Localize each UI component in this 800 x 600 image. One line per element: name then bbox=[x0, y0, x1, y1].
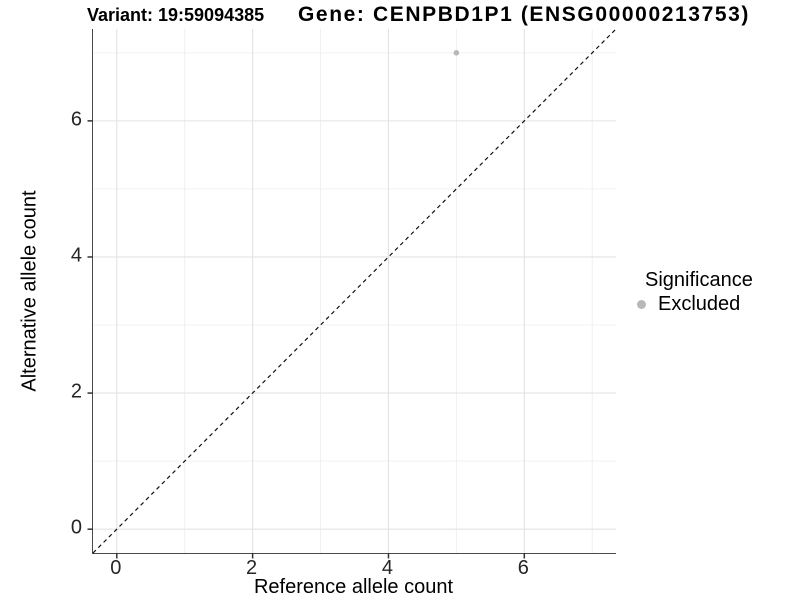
legend: Significance Excluded bbox=[632, 269, 753, 315]
legend-item-label: Excluded bbox=[658, 292, 741, 315]
legend-item: Excluded bbox=[632, 293, 753, 315]
y-tick-label: 2 bbox=[70, 380, 82, 403]
x-axis-tick-labels: 0 2 4 6 bbox=[92, 557, 615, 581]
plot-title-variant: Variant: 19:59094385 bbox=[87, 5, 265, 25]
x-tick-label: 2 bbox=[246, 557, 258, 579]
legend-title: Significance bbox=[645, 269, 753, 291]
x-tick-label: 4 bbox=[381, 557, 394, 579]
plot-title-gene: Gene: CENPBD1P1 (ENSG00000213753) bbox=[298, 3, 750, 26]
y-axis-title: Alternative allele count bbox=[18, 190, 41, 392]
y-tick-label: 0 bbox=[70, 516, 82, 539]
legend-key bbox=[632, 299, 650, 309]
x-tick-label: 0 bbox=[110, 557, 122, 579]
data-point-excluded bbox=[453, 50, 460, 56]
y-tick-label: 4 bbox=[70, 244, 82, 267]
y-axis-tick-labels: 0 2 4 6 bbox=[44, 29, 82, 553]
scatter-plot-canvas bbox=[87, 28, 617, 559]
legend-dot-icon bbox=[636, 299, 646, 309]
y-tick-label: 6 bbox=[70, 108, 82, 131]
legend-items: Excluded bbox=[632, 293, 753, 315]
plot-panel bbox=[87, 28, 617, 559]
identity-dashed-line bbox=[92, 28, 617, 554]
x-axis-title: Reference allele count bbox=[253, 576, 453, 598]
x-tick-label: 6 bbox=[517, 557, 529, 579]
